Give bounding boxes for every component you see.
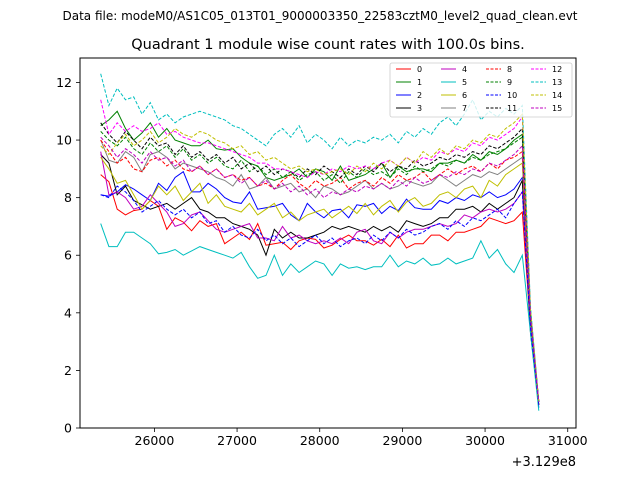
y-tick-label-12: 12 [56,75,72,90]
series-line-8 [100,139,540,403]
x-tick-label-31000: 31000 [548,433,588,448]
series-line-10 [100,185,540,406]
legend-label-2: 2 [417,91,422,100]
axes-frame [79,57,577,429]
legend-label-8: 8 [507,65,512,74]
legend-label-3: 3 [417,104,422,113]
legend-label-11: 11 [507,104,517,113]
series-line-12 [100,99,540,403]
series-line-6 [100,157,540,406]
series-line-2 [100,170,540,408]
legend-label-10: 10 [507,91,517,100]
legend-label-14: 14 [552,91,562,100]
x-tick-label-27000: 27000 [217,433,257,448]
series-line-13 [100,73,540,403]
x-tick-label-28000: 28000 [300,433,340,448]
legend-box [389,62,573,118]
series-line-15 [100,136,540,403]
legend-label-15: 15 [552,104,562,113]
legend-label-7: 7 [462,104,467,113]
series-line-3 [100,154,540,406]
series-line-7 [100,139,540,403]
x-tick-label-29000: 29000 [383,433,423,448]
legend-label-4: 4 [462,65,467,74]
legend-label-6: 6 [462,91,467,100]
legend-label-1: 1 [417,78,422,87]
x-tick-label-26000: 26000 [135,433,175,448]
legend-label-13: 13 [552,78,562,87]
x-offset-label: +3.129e8 [512,455,576,470]
series-line-4 [100,151,540,403]
series-line-5 [100,223,540,411]
y-tick-label-0: 0 [64,421,72,436]
y-tick-label-6: 6 [64,248,72,263]
legend-label-12: 12 [552,65,562,74]
y-tick-label-4: 4 [64,305,72,320]
legend-label-9: 9 [507,78,512,87]
legend-label-5: 5 [462,78,467,87]
series-line-0 [100,174,540,406]
y-tick-label-10: 10 [56,133,72,148]
x-tick-label-30000: 30000 [465,433,505,448]
series-line-11 [100,122,540,403]
chart-title: Quadrant 1 module wise count rates with … [131,37,525,53]
legend-label-0: 0 [417,65,422,74]
y-tick-label-8: 8 [64,190,72,205]
y-tick-label-2: 2 [64,363,72,378]
series-line-9 [100,131,540,403]
series-line-14 [100,112,540,403]
series-layer [100,73,540,411]
datafile-label: Data file: modeM0/AS1C05_013T01_90000033… [62,9,577,23]
